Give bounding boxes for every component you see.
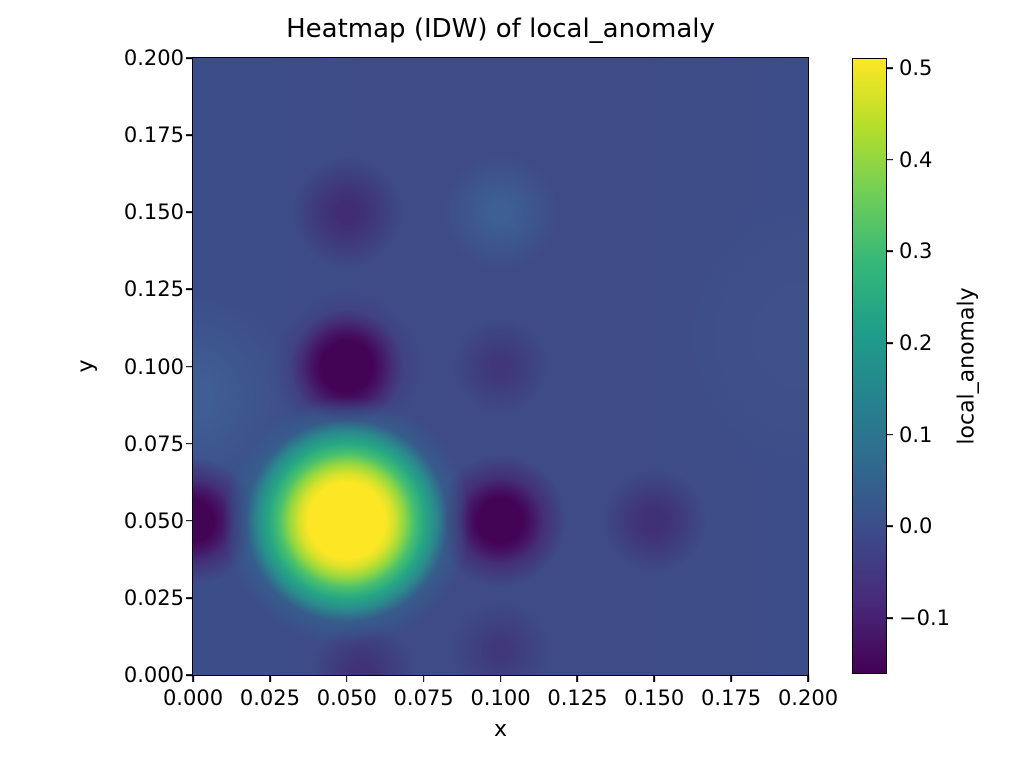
colorbar-tick-label: 0.5 [899, 56, 933, 81]
x-tick-label: 0.050 [316, 686, 377, 710]
colorbar-tick-mark [886, 617, 893, 619]
colorbar-tick-mark [886, 525, 893, 528]
colorbar-tick-label: 0.4 [899, 147, 933, 172]
y-tick-mark [186, 57, 193, 59]
colorbar-tick-label: 0.2 [899, 331, 933, 356]
y-tick-mark [186, 674, 193, 676]
y-tick-mark [186, 519, 193, 522]
colorbar-tick-label: −0.1 [899, 606, 950, 630]
x-tick-mark [192, 675, 194, 682]
colorbar-tick-mark [886, 342, 893, 344]
y-tick-label: 0.125 [123, 277, 184, 302]
colorbar-gradient [853, 59, 886, 673]
x-tick-mark [345, 675, 348, 682]
y-tick-mark [186, 134, 193, 136]
colorbar-tick-label: 0.3 [899, 239, 933, 264]
x-tick-label: 0.150 [624, 686, 685, 710]
y-tick-label: 0.075 [123, 431, 184, 456]
y-tick-mark [186, 365, 193, 368]
x-tick-mark [269, 675, 271, 682]
y-tick-label: 0.200 [123, 46, 184, 70]
colorbar-label: local_anomaly [954, 287, 980, 445]
y-tick-label: 0.050 [123, 508, 184, 533]
colorbar-tick-label: 0.1 [899, 422, 933, 447]
x-tick-mark [730, 675, 732, 682]
y-tick-label: 0.150 [123, 200, 184, 225]
x-tick-mark [576, 675, 579, 682]
x-tick-label: 0.075 [393, 686, 454, 710]
colorbar-tick-label: 0.0 [899, 514, 933, 539]
x-tick-label: 0.200 [777, 686, 839, 710]
x-tick-mark [499, 675, 502, 682]
y-tick-label: 0.025 [123, 585, 184, 610]
x-tick-label: 0.025 [239, 686, 300, 710]
colorbar-tick-mark [886, 250, 893, 253]
x-tick-label: 0.125 [547, 686, 608, 710]
x-tick-label: 0.000 [162, 686, 224, 710]
x-tick-label: 0.100 [470, 686, 531, 710]
x-tick-mark [653, 675, 656, 682]
y-axis-label: y [73, 359, 99, 373]
y-tick-mark [186, 211, 193, 214]
heatmap-image [193, 58, 808, 675]
x-tick-label: 0.175 [701, 686, 762, 710]
y-tick-label: 0.000 [123, 663, 184, 687]
y-tick-mark [186, 442, 193, 445]
y-tick-label: 0.175 [123, 123, 184, 148]
colorbar: 0.5 0.4 0.3 0.2 0.1 0.0 −0.1 [852, 56, 950, 674]
plot-area: 0.000 0.025 0.050 0.075 0.100 0.125 0.150 0.175… [124, 46, 838, 710]
x-tick-mark [807, 675, 809, 682]
colorbar-tick-mark [886, 433, 893, 436]
x-axis-label: x [493, 717, 508, 742]
colorbar-tick-mark [886, 158, 893, 161]
y-tick-mark [186, 288, 193, 291]
x-tick-mark [422, 675, 425, 682]
y-tick-mark [186, 597, 193, 599]
y-tick-label: 0.100 [123, 354, 184, 379]
colorbar-tick-mark [886, 67, 893, 70]
chart-title: Heatmap (IDW) of local_anomaly [286, 14, 715, 44]
